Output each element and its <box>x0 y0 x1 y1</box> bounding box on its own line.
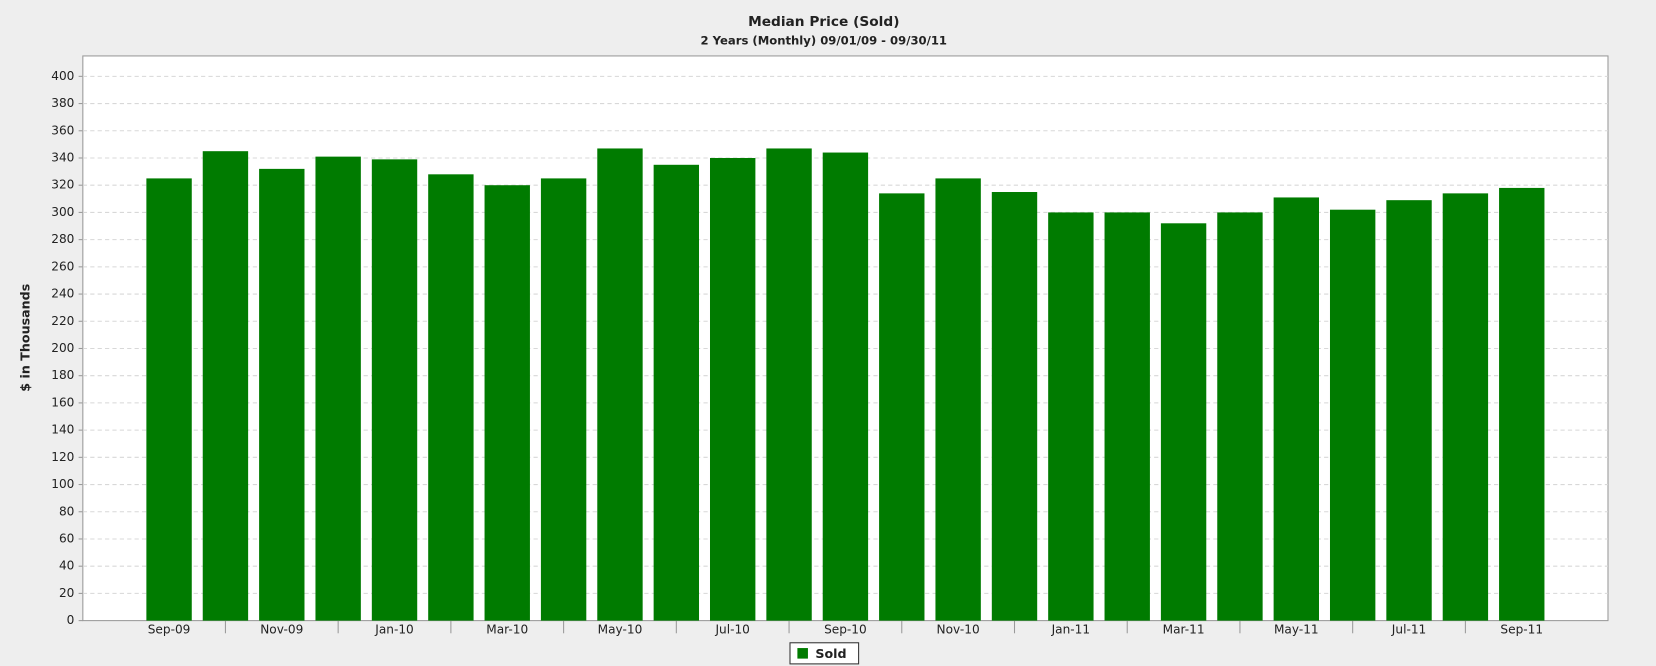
x-tick-label: Sep-11 <box>1500 623 1543 637</box>
y-tick-label: 60 <box>59 531 74 545</box>
bar <box>766 148 812 621</box>
y-tick-label: 360 <box>51 123 74 137</box>
x-tick-label: Sep-09 <box>148 623 191 637</box>
x-tick-label: Jul-11 <box>1391 623 1426 637</box>
y-tick-label: 180 <box>51 368 74 382</box>
y-tick-label: 340 <box>51 150 74 164</box>
bar <box>1048 212 1094 621</box>
y-tick-label: 20 <box>59 586 74 600</box>
y-tick-label: 320 <box>51 178 74 192</box>
y-tick-label: 40 <box>59 559 74 573</box>
y-axis-label: $ in Thousands <box>17 284 32 392</box>
x-tick-label: Sep-10 <box>824 623 867 637</box>
legend-swatch <box>797 648 808 659</box>
bar <box>371 159 418 621</box>
bar <box>202 151 249 621</box>
bar <box>1386 200 1432 621</box>
bar <box>1329 209 1376 621</box>
y-tick-label: 380 <box>51 96 74 110</box>
bar <box>146 178 192 621</box>
bar <box>428 174 474 621</box>
y-tick-label: 240 <box>51 287 74 301</box>
bar <box>484 185 530 621</box>
y-tick-label: 220 <box>51 314 74 328</box>
y-tick-label: 160 <box>51 395 74 409</box>
bar <box>709 157 756 621</box>
bar <box>879 193 925 621</box>
x-tick-label: Nov-10 <box>937 623 980 637</box>
bar <box>1442 193 1489 621</box>
bar <box>935 178 981 621</box>
y-tick-label: 140 <box>51 423 74 437</box>
bar <box>653 164 700 621</box>
legend-label: Sold <box>815 646 846 661</box>
x-tick-label: Jan-10 <box>374 623 414 637</box>
x-tick-label: Mar-10 <box>486 623 528 637</box>
x-tick-label: May-10 <box>598 623 643 637</box>
x-tick-label: May-11 <box>1274 623 1319 637</box>
chart-subtitle: 2 Years (Monthly) 09/01/09 - 09/30/11 <box>701 34 947 48</box>
y-tick-label: 200 <box>51 341 74 355</box>
x-tick-label: Jul-10 <box>714 623 749 637</box>
y-tick-label: 0 <box>67 613 75 627</box>
x-tick-label: Mar-11 <box>1163 623 1205 637</box>
bar <box>1499 187 1545 621</box>
bar <box>540 178 587 621</box>
x-tick-label: Jan-11 <box>1051 623 1090 637</box>
bar <box>597 148 643 621</box>
chart-title: Median Price (Sold) <box>748 14 899 30</box>
bar <box>822 152 869 621</box>
y-tick-label: 260 <box>51 259 74 273</box>
y-tick-label: 80 <box>59 504 74 518</box>
bar <box>315 156 361 621</box>
bar <box>1273 197 1320 621</box>
bar <box>259 168 305 621</box>
bar <box>1160 223 1207 621</box>
y-tick-label: 300 <box>51 205 74 219</box>
bar <box>991 192 1038 621</box>
y-tick-label: 120 <box>51 450 74 464</box>
y-tick-label: 400 <box>51 69 74 83</box>
y-tick-label: 280 <box>51 232 74 246</box>
y-tick-label: 100 <box>51 477 74 491</box>
bar <box>1104 212 1150 621</box>
x-tick-label: Nov-09 <box>260 623 303 637</box>
bar <box>1217 212 1263 621</box>
